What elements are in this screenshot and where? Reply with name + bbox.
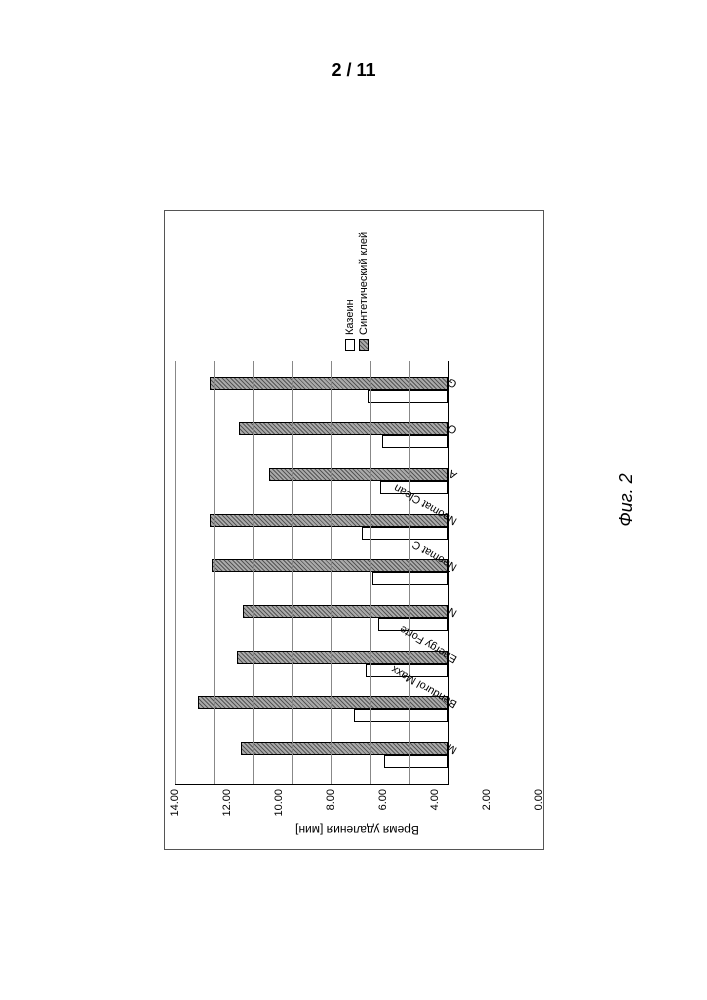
bar-series2 bbox=[269, 468, 448, 481]
chart-frame: Время удаления [мин] 0.00 2.00 4.00 6.00 8.0… bbox=[164, 210, 544, 850]
y-tick-label: 2.00 bbox=[481, 789, 493, 810]
gridline bbox=[292, 361, 293, 784]
x-label-slot: M bbox=[449, 733, 539, 779]
x-labels-row: MBendurol MaxxEnergy Forte N Neomat CNeoma… bbox=[449, 361, 539, 785]
bar-group bbox=[175, 687, 448, 733]
bar-series2 bbox=[241, 742, 448, 755]
plot-column: MBendurol MaxxEnergy Forte N Neomat CNeoma… bbox=[175, 361, 539, 785]
y-tick-label: 8.00 bbox=[325, 789, 337, 810]
bar-series1 bbox=[382, 435, 448, 448]
bar-series2 bbox=[243, 605, 448, 618]
x-label-slot: Bendurol Maxx bbox=[449, 687, 539, 733]
bar-series1 bbox=[354, 710, 448, 723]
bar-group bbox=[175, 367, 448, 413]
x-label-slot: N bbox=[449, 596, 539, 642]
gridline bbox=[331, 361, 332, 784]
bar-group bbox=[175, 504, 448, 550]
gridline bbox=[253, 361, 254, 784]
chart-rotated-wrapper: Время удаления [мин] 0.00 2.00 4.00 6.00 8.0… bbox=[164, 210, 544, 850]
x-label-slot: Energy Forte bbox=[449, 642, 539, 688]
y-axis-label-wrap: Время удаления [мин] bbox=[175, 821, 539, 839]
y-axis-label: Время удаления [мин] bbox=[295, 823, 419, 837]
x-axis-label: N bbox=[446, 604, 459, 618]
y-tick-labels: 0.002.004.006.008.0010.0012.0014.00 bbox=[175, 785, 539, 821]
legend-label-series2: Синтетический клей bbox=[358, 232, 370, 335]
legend-label-series1: Казеин bbox=[344, 299, 356, 335]
legend-swatch-series1 bbox=[345, 339, 355, 351]
plot-area bbox=[175, 361, 449, 785]
gridline bbox=[175, 361, 176, 784]
y-tick-label: 14.00 bbox=[169, 789, 181, 817]
bar-series2 bbox=[210, 377, 448, 390]
x-label-slot: O bbox=[449, 413, 539, 459]
chart-body: Время удаления [мин] 0.002.004.006.008.0… bbox=[175, 221, 539, 839]
x-axis-label: A bbox=[447, 467, 459, 481]
y-tick-label: 12.00 bbox=[221, 789, 233, 817]
legend-item-series2: Синтетический клей bbox=[358, 221, 370, 351]
bars-row bbox=[175, 361, 448, 784]
bar-group bbox=[175, 732, 448, 778]
bar-series1 bbox=[384, 755, 448, 768]
legend-swatch-series2 bbox=[359, 339, 369, 351]
gridline bbox=[370, 361, 371, 784]
gridline bbox=[409, 361, 410, 784]
bar-series1 bbox=[362, 527, 448, 540]
y-tick-label: 6.00 bbox=[377, 789, 389, 810]
figure-caption: Фиг. 2 bbox=[616, 473, 637, 526]
bar-series2 bbox=[198, 697, 448, 710]
y-tick-label: 4.00 bbox=[429, 789, 441, 810]
y-tick-label: 0.00 bbox=[533, 789, 545, 810]
bar-series2 bbox=[237, 651, 448, 664]
page-number: 2 / 11 bbox=[0, 60, 707, 81]
legend-item-series1: Казеин bbox=[344, 221, 356, 351]
page: 2 / 11 Время удаления [мин] 0.00 2.00 4.00… bbox=[0, 0, 707, 1000]
x-label-slot: G bbox=[449, 367, 539, 413]
x-label-slot: A bbox=[449, 459, 539, 505]
x-label-slot: Neomat Clean bbox=[449, 504, 539, 550]
bar-group bbox=[175, 413, 448, 459]
bar-series2 bbox=[239, 422, 448, 435]
x-label-slot: Neomat C bbox=[449, 550, 539, 596]
y-tick-label: 10.00 bbox=[273, 789, 285, 817]
legend: Казеин Синтетический клей bbox=[175, 221, 539, 361]
bar-group bbox=[175, 550, 448, 596]
bar-series2 bbox=[210, 514, 448, 527]
gridline bbox=[214, 361, 215, 784]
